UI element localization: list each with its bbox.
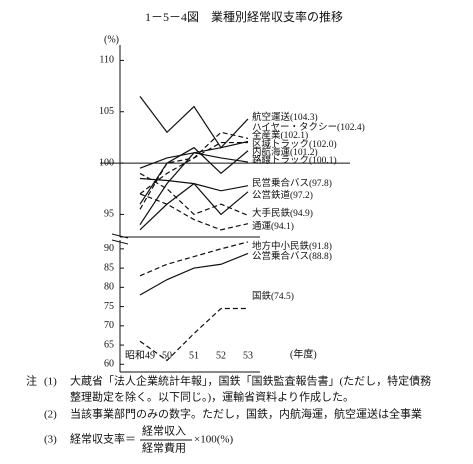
note-numerator: 経常収入: [142, 425, 186, 438]
series-line: [139, 172, 249, 216]
series-label: 路線トラック(100.1): [252, 154, 337, 166]
y-tick-label: 75: [104, 301, 114, 312]
series-line: [139, 193, 249, 231]
series-line: [139, 182, 249, 231]
series-line: [139, 95, 249, 149]
y-tick-label: 90: [104, 243, 114, 254]
series-label: ハイヤー・タクシー(102.4): [252, 122, 365, 133]
y-tick-label: 65: [104, 339, 114, 350]
series-line: [139, 152, 249, 226]
note-text: 大蔵省「法人企業統計年報」，国鉄「国鉄監査報告書」(ただし，特定債務: [70, 374, 431, 388]
series-label: 民営乗合バス(97.8): [252, 177, 332, 189]
series-label: 地方中小民鉄(91.8): [252, 240, 332, 252]
y-tick-label: 70: [104, 320, 114, 331]
series-label: 内航海運(101.2): [252, 146, 318, 158]
note-text: 経常収支率＝: [70, 432, 136, 446]
x-tick-label: 51: [189, 350, 199, 361]
y-unit: (%): [104, 34, 119, 45]
series-line: [139, 146, 249, 205]
series-label: 区域トラック(102.0): [252, 138, 337, 150]
series-line: [139, 241, 249, 277]
series-line: [139, 141, 248, 195]
x-tick-label: 52: [216, 350, 226, 361]
x-axis-label: (年度): [290, 347, 317, 360]
note-text: 当該事業部門のみの数字。ただし，国鉄，内航海運，航空運送は全事業: [70, 407, 422, 421]
note-text: ×100(%): [194, 434, 234, 446]
series-line: [139, 131, 249, 210]
chart-title: 1－5－4図 業種別経常収支率の推移: [145, 9, 343, 24]
y-tick-label: 110: [99, 55, 114, 66]
series-label: 国鉄(74.5): [252, 290, 294, 302]
y-tick-label: 105: [99, 106, 114, 117]
series-label: 公営乗合バス(88.8): [252, 250, 332, 262]
y-tick-label: 80: [104, 282, 114, 293]
x-tick-label: 昭和49: [125, 349, 155, 361]
series-label: 全産業(102.1): [252, 129, 308, 141]
note-text: 整理勘定を除く。以下同じ。)，運輸省資料より作成した。: [70, 390, 354, 404]
y-tick-label: 60: [104, 359, 114, 370]
series-label: 通運(94.1): [252, 221, 294, 232]
y-tick-label: 85: [104, 262, 114, 273]
note-denominator: 経常費用: [142, 441, 186, 455]
series-label: 公営鉄道(97.2): [252, 189, 313, 201]
x-tick-label: 50: [162, 350, 172, 361]
note-num: (3): [44, 434, 57, 446]
note-num: (2): [44, 409, 57, 421]
series-line: [139, 252, 249, 296]
series-label: 航空運送(104.3): [252, 111, 318, 123]
y-tick-label: 95: [104, 209, 114, 220]
series-label: 大手民鉄(94.9): [252, 207, 313, 219]
note-head: 注: [26, 374, 37, 388]
note-num: (1): [44, 376, 57, 388]
x-tick-label: 53: [243, 350, 253, 361]
